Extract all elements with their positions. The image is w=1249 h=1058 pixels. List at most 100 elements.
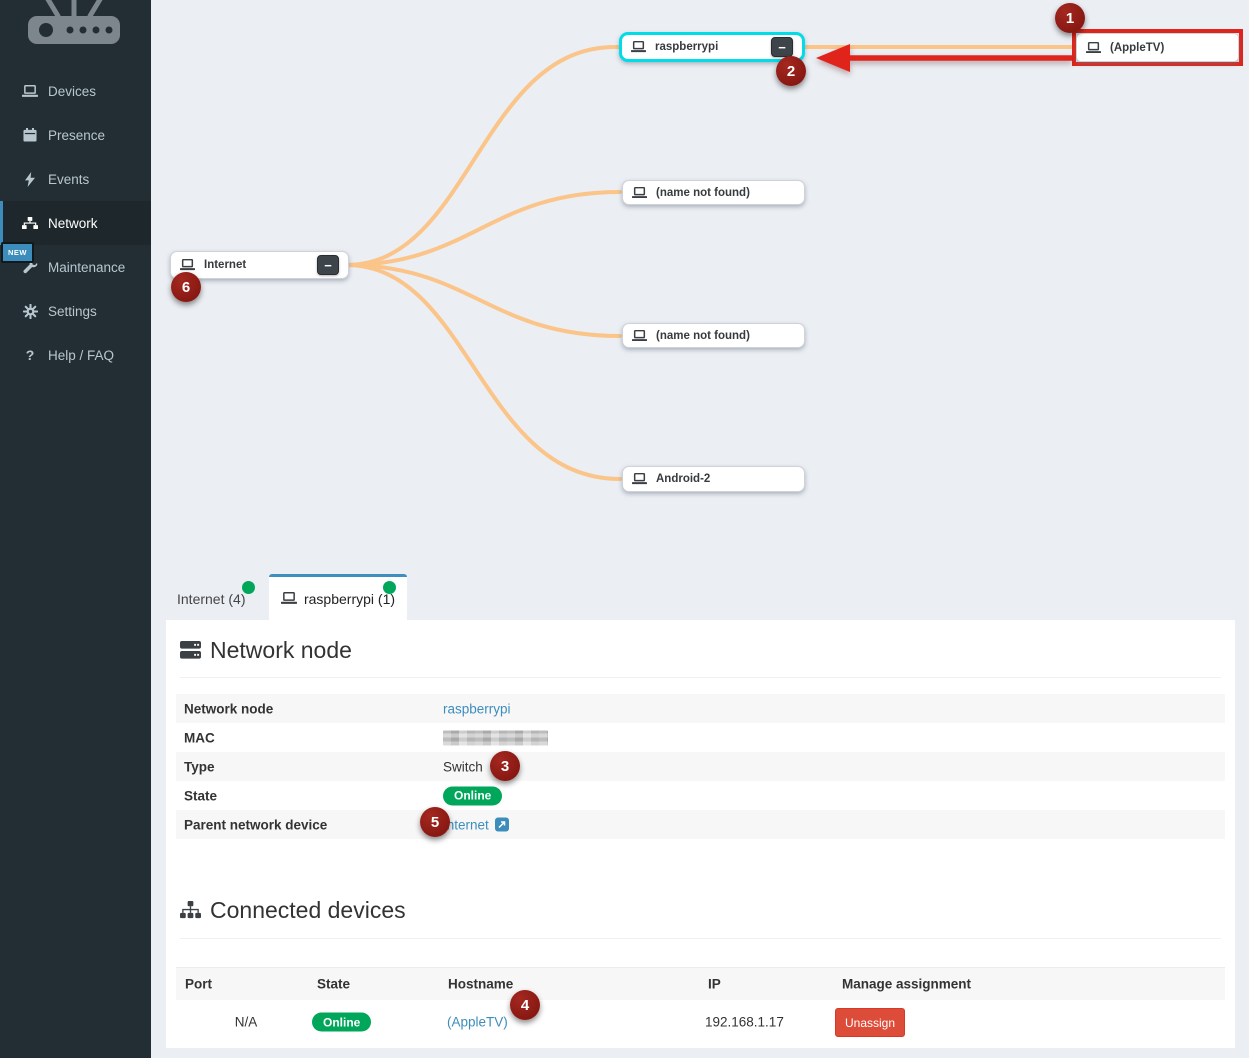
sidebar-item-devices[interactable]: Devices [0,69,151,113]
sidebar-menu: Devices Presence Events Network [0,69,151,377]
annotation-arrow [816,44,1072,72]
unassign-button[interactable]: Unassign [835,1008,905,1037]
annotation-badge-3: 3 [490,751,520,781]
annotation-highlight-box: (AppleTV) [1072,29,1243,66]
node-details-panel: Network node Network node raspberrypi MA… [166,620,1235,1048]
node-label: Android-2 [656,473,711,485]
sidebar-item-label: Settings [48,303,97,319]
port-value: N/A [234,1014,258,1030]
divider [180,677,1221,678]
sidebar-item-label: Devices [48,83,97,99]
annotation-badge-1: 1 [1055,3,1085,33]
row-label: Parent network device [184,817,328,832]
node-label: (AppleTV) [1110,41,1165,54]
column-header-hostname: Hostname [448,976,514,992]
sidebar-item-events[interactable]: Events [0,157,151,201]
laptop-icon [280,592,297,605]
table-row-network-node: Network node raspberrypi [176,694,1225,723]
divider [180,938,1221,939]
tab-raspberrypi[interactable]: raspberrypi (1) [269,574,407,620]
question-icon: ? [25,347,35,363]
node-name-not-found-2[interactable]: (name not found) [622,323,805,348]
connected-devices-section-title: Connected devices [180,897,406,924]
sidebar-item-presence[interactable]: Presence [0,113,151,157]
laptop-icon [180,259,195,271]
node-internet[interactable]: Internet − [170,251,349,279]
laptop-icon [632,329,647,342]
annotation-badge-6: 6 [171,272,201,302]
section-title-text: Network node [210,637,352,663]
sidebar-item-label: Maintenance [48,259,126,275]
tab-label: raspberrypi (1) [303,590,396,607]
network-node-table: Network node raspberrypi MAC Type Switch… [176,694,1225,839]
table-row-type: Type Switch [176,752,1225,781]
connected-devices-header: Port State Hostname IP Manage assignment [176,967,1225,1000]
type-value: Switch [443,759,483,774]
laptop-icon [632,473,647,485]
sidebar: Devices Presence Events Network [0,0,151,1058]
sitemap-icon [180,900,201,919]
topology-edges [344,45,1077,481]
column-header-manage: Manage assignment [842,976,972,992]
calendar-icon [21,128,39,142]
row-label: State [184,788,218,803]
sidebar-item-label: Events [48,171,90,187]
sidebar-item-help[interactable]: ? Help / FAQ [0,333,151,377]
network-node-link[interactable]: raspberrypi [443,701,511,716]
section-title-text: Connected devices [210,897,406,923]
annotation-badge-4: 4 [510,990,540,1020]
tab-internet[interactable]: Internet (4) [177,577,245,620]
node-label: Internet [204,259,247,271]
collapse-button[interactable]: − [771,37,793,57]
network-node-section-title: Network node [180,637,352,664]
sidebar-item-label: Network [48,215,98,231]
table-row: N/A Online (AppleTV) 192.168.1.17 Unassi… [176,1000,1225,1044]
wrench-icon [21,259,39,275]
ip-value: 192.168.1.17 [705,1014,784,1030]
annotation-badge-2: 2 [776,56,806,86]
sitemap-icon [21,216,39,229]
row-label: Network node [184,701,274,716]
collapse-button[interactable]: − [317,255,339,275]
hostname-link[interactable]: (AppleTV) [447,1014,508,1030]
status-badge: Online [443,786,503,805]
new-feature-badge: NEW [1,242,34,263]
laptop-icon [21,84,39,97]
node-name-not-found-1[interactable]: (name not found) [622,180,805,205]
server-icon [180,641,201,660]
online-dot [242,581,255,594]
sidebar-item-settings[interactable]: Settings [0,289,151,333]
sidebar-item-network[interactable]: Network [0,201,151,245]
node-label: (name not found) [656,186,750,199]
table-row-state: State Online [176,781,1225,810]
row-label: Type [184,759,215,774]
status-badge: Online [312,1012,372,1032]
table-row-parent: Parent network device Internet [176,810,1225,839]
gear-icon [21,303,39,319]
router-logo-icon [28,0,120,44]
online-dot [383,581,396,594]
tab-label: Internet (4) [177,590,246,607]
laptop-icon [1086,41,1101,54]
annotation-badge-5: 5 [420,807,450,837]
node-android-2[interactable]: Android-2 [622,466,805,492]
row-label: MAC [184,730,215,745]
sidebar-item-maintenance[interactable]: Maintenance [0,245,151,289]
laptop-icon [632,186,647,199]
sidebar-item-label: Help / FAQ [48,347,115,363]
node-label: raspberrypi [655,41,719,53]
column-header-state: State [317,976,351,992]
bolt-icon [21,171,39,187]
column-header-port: Port [185,976,212,992]
sidebar-item-label: Presence [48,127,106,143]
table-row-mac: MAC [176,723,1225,752]
node-raspberrypi[interactable]: raspberrypi − [619,32,805,62]
laptop-icon [631,41,646,53]
redacted-mac-value [443,730,548,745]
parent-device-link[interactable]: Internet [443,817,489,832]
node-label: (name not found) [656,329,750,342]
column-header-ip: IP [708,976,721,992]
external-link-icon[interactable] [494,817,509,832]
node-appletv[interactable]: (AppleTV) [1076,33,1239,62]
